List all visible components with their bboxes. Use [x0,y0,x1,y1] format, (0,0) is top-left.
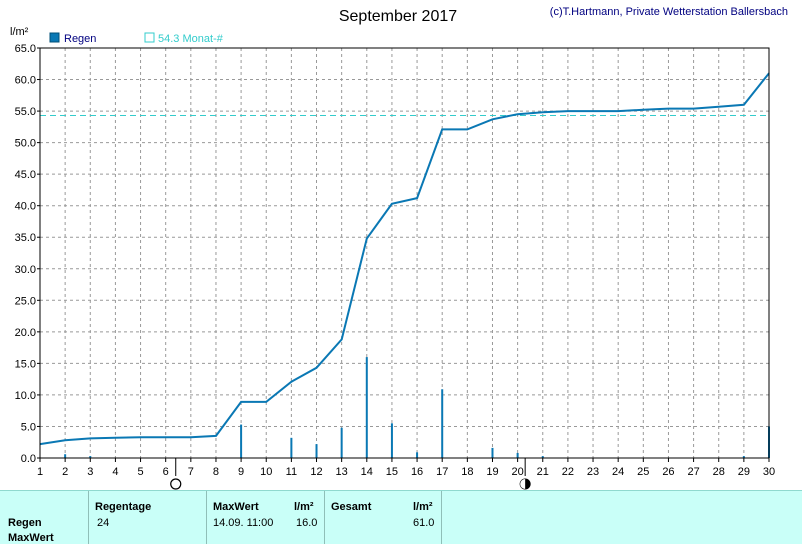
y-tick-label: 45.0 [15,169,36,181]
daily-rain-bar [340,427,343,458]
y-tick-label: 25.0 [15,295,36,307]
stats-header-regentage: Regentage [95,501,152,513]
daily-rain-bar [365,357,368,458]
statistics-panel: Regen MaxWert Regentage 24 MaxWert l/m² … [0,490,802,544]
daily-rain-bar [491,447,494,458]
stats-divider [206,491,207,544]
stats-header-unit1: l/m² [294,501,314,513]
stats-value-max-date: 14.09. 11:00 [213,517,274,529]
x-tick-label: 14 [361,466,373,478]
daily-rain-bar [541,456,544,458]
y-tick-label: 5.0 [21,421,36,433]
legend: Regen 54.3 Monat-# [49,32,224,45]
rain-chart: September 2017 (c)T.Hartmann, Private We… [10,6,788,490]
x-tick-label: 27 [687,466,699,478]
y-tick-label: 30.0 [15,264,36,276]
x-tick-label: 13 [336,466,348,478]
x-tick-label: 21 [537,466,549,478]
x-tick-label: 30 [763,466,775,478]
stats-header-unit2: l/m² [413,501,433,513]
new-moon-icon-highlight [520,479,526,489]
x-tick-label: 28 [713,466,725,478]
y-tick-label: 35.0 [15,232,36,244]
x-tick-labels: 1 2 3 4 5 6 7 8 9 10 11 12 13 14 15 16 17 18 19 20 21 22 23 24 2… [37,458,775,478]
legend-series-swatch [49,32,60,43]
x-tick-label: 17 [436,466,448,478]
x-tick-label: 1 [37,466,43,478]
x-tick-label: 25 [637,466,649,478]
x-tick-label: 22 [562,466,574,478]
daily-rain-bar [290,437,293,458]
x-tick-label: 8 [213,466,219,478]
x-tick-label: 20 [511,466,523,478]
x-tick-label: 23 [587,466,599,478]
daily-rain-bar [315,444,318,458]
y-tick-label: 40.0 [15,201,36,213]
daily-rain-bar [742,456,745,458]
chart-title: September 2017 [339,8,457,25]
y-tick-label: 20.0 [15,327,36,339]
y-tick-label: 0.0 [21,453,36,465]
credit-text: (c)T.Hartmann, Private Wetterstation Bal… [550,6,788,18]
legend-series-label: Regen [64,33,96,45]
stats-divider [88,491,89,544]
stats-value-regentage: 24 [97,517,110,529]
full-moon-icon [170,478,182,490]
x-tick-label: 19 [486,466,498,478]
x-tick-label: 5 [137,466,143,478]
stats-value-max-value: 16.0 [296,517,318,529]
y-axis-label: l/m² [10,26,29,38]
moon-phases [170,458,531,490]
x-tick-label: 15 [386,466,398,478]
x-tick-label: 10 [260,466,272,478]
daily-rain-bar [240,424,243,458]
legend-reference-swatch [144,32,155,43]
cumulative-rain-line [39,72,770,446]
stats-divider [441,491,442,544]
x-tick-label: 4 [112,466,118,478]
y-tick-label: 15.0 [15,358,36,370]
x-tick-label: 11 [286,466,297,478]
x-tick-label: 26 [662,466,674,478]
x-tick-label: 18 [461,466,473,478]
y-tick-label: 55.0 [15,106,36,118]
daily-rain-bar [516,452,519,458]
y-tick-label: 60.0 [15,75,36,87]
daily-rain-bar [64,454,67,458]
daily-rain-bar [390,423,393,458]
x-tick-label: 9 [238,466,244,478]
x-tick-label: 16 [411,466,423,478]
daily-rain-bar [89,456,92,458]
x-tick-label: 6 [163,466,169,478]
daily-rain-bar [441,389,444,458]
y-tick-labels: 0.0 5.0 10.0 15.0 20.0 25.0 30.0 35.0 40.0 45.0 50… [15,43,40,465]
plot-frame [39,47,770,459]
x-tick-label: 24 [612,466,624,478]
daily-rain-bar [416,452,419,458]
stats-value-gesamt: 61.0 [413,517,435,529]
y-tick-label: 65.0 [15,43,36,55]
y-tick-label: 10.0 [15,390,36,402]
stats-header-maxwert: MaxWert [213,501,259,513]
y-tick-label: 50.0 [15,138,36,150]
x-tick-label: 12 [310,466,322,478]
x-tick-label: 2 [62,466,68,478]
x-tick-label: 3 [87,466,93,478]
x-tick-label: 29 [738,466,750,478]
stats-divider [324,491,325,544]
stats-header-gesamt: Gesamt [331,501,372,513]
legend-reference-label: 54.3 Monat-# [158,33,224,45]
stats-row-label-maxwert: MaxWert [8,532,54,544]
x-tick-label: 7 [188,466,194,478]
stats-row-label-regen: Regen [8,517,42,529]
